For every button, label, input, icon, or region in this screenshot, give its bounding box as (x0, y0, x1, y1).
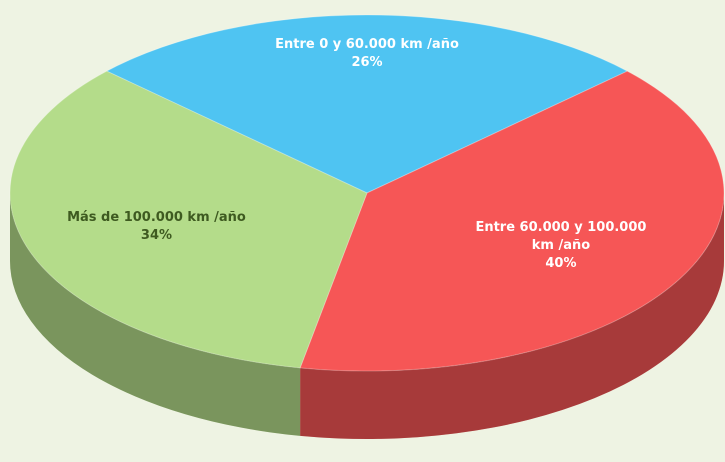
value-label: 40% (545, 256, 577, 272)
slice-side (10, 193, 301, 436)
data-label: Entre 60.000 y 100.000 km /año 40% (466, 219, 656, 273)
category-label: Más de 100.000 km /año (67, 210, 246, 226)
category-label: Entre 0 y 60.000 km /año (275, 37, 459, 53)
slice (299, 70, 725, 372)
slice-side-shade (300, 193, 724, 440)
data-label: Más de 100.000 km /año 34% (61, 209, 251, 245)
slice (105, 14, 629, 194)
slice (9, 70, 368, 369)
value-label: 34% (140, 228, 173, 244)
slice-side (300, 193, 724, 440)
category-label: Entre 60.000 y 100.000 km /año (475, 220, 647, 254)
data-label: Entre 0 y 60.000 km /año 26% (272, 36, 462, 72)
slice-side-shade (10, 193, 301, 436)
value-label: 26% (351, 55, 383, 71)
